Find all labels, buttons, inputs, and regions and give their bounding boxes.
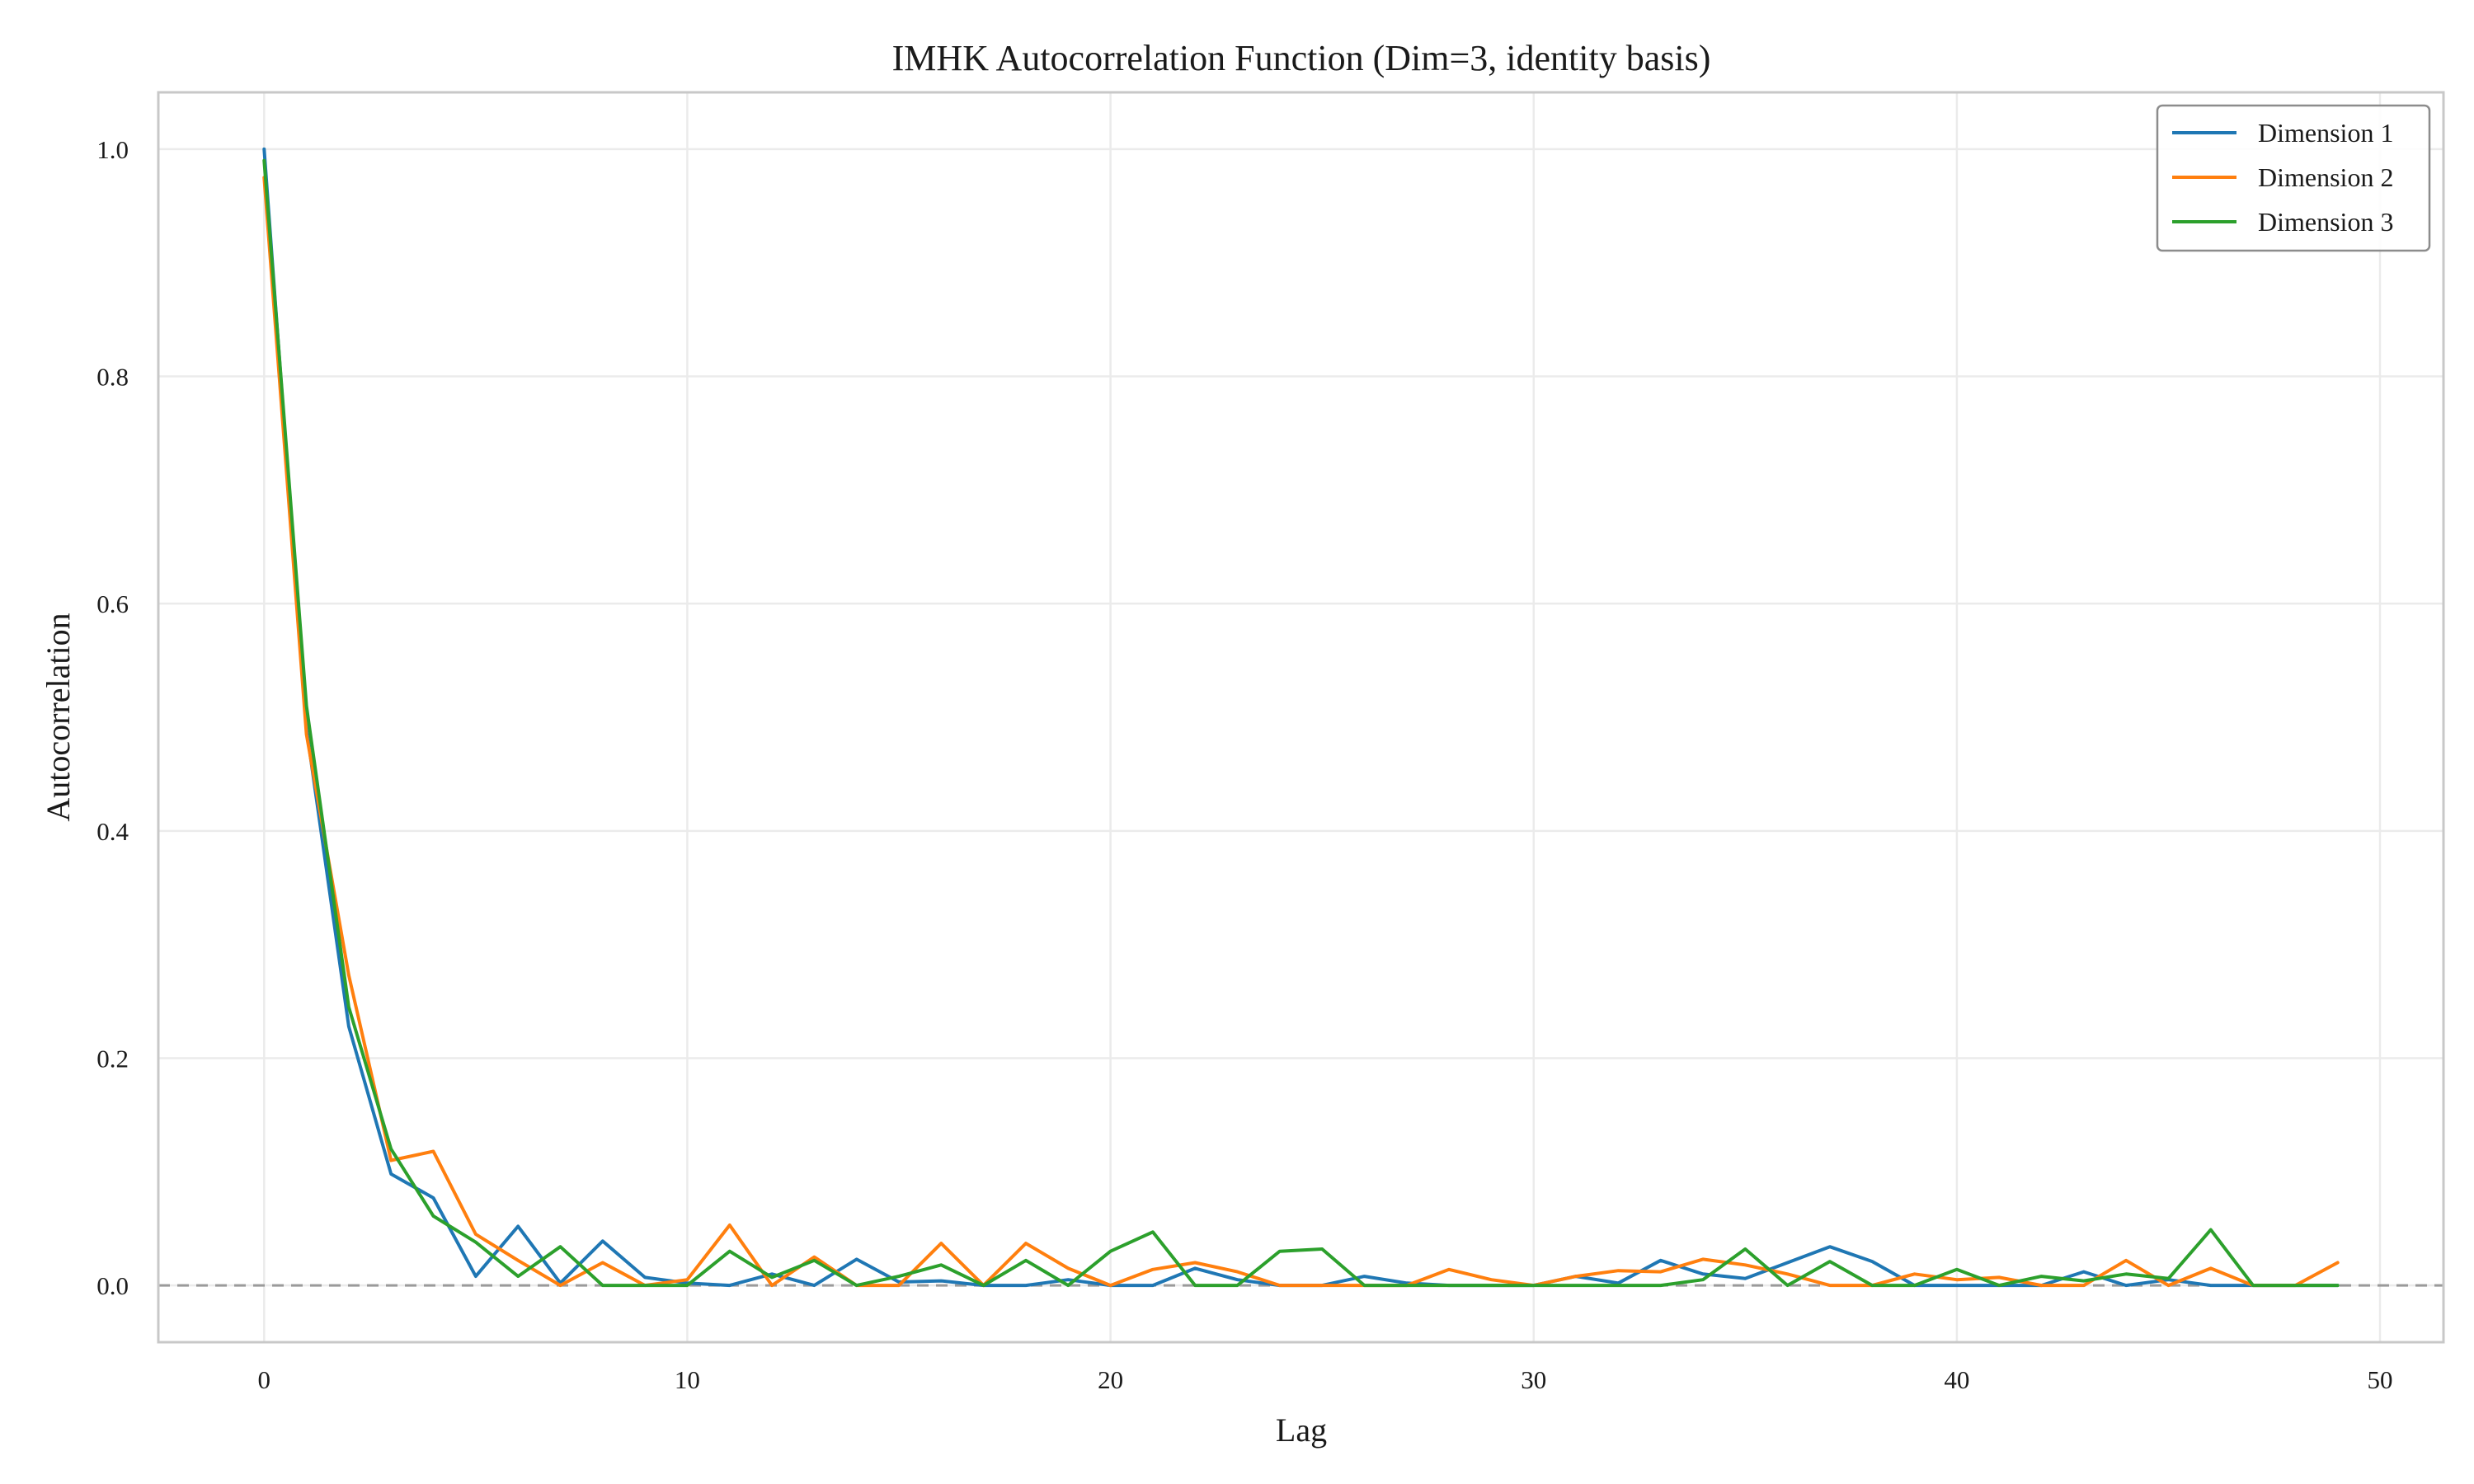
series-line-dimension-2 [262,176,2340,1288]
y-tick-label: 0.0 [96,1271,129,1300]
y-axis-label: Autocorrelation [40,613,77,821]
x-tick-label: 0 [258,1365,271,1394]
y-axis-ticks: 0.0 0.2 0.4 0.6 0.8 1.0 [96,135,129,1300]
legend: Dimension 1 Dimension 2 Dimension 3 [2156,104,2431,252]
x-axis-ticks: 0 10 20 30 40 50 [258,1365,2393,1394]
plot-area [157,91,2445,1344]
y-tick-label: 0.2 [96,1044,129,1073]
legend-box [2156,104,2431,252]
y-tick-label: 0.8 [96,363,129,392]
chart-title: IMHK Autocorrelation Function (Dim=3, id… [892,38,1711,78]
legend-entries: Dimension 1 Dimension 2 Dimension 3 [2172,118,2393,237]
y-tick-label: 0.6 [96,589,129,618]
y-tick-label: 0.4 [96,817,129,846]
legend-label-dimension-2: Dimension 2 [2258,162,2393,192]
legend-label-dimension-1: Dimension 1 [2258,118,2393,148]
plot-background [158,92,2443,1342]
series-lines [262,147,2340,1288]
y-tick-label: 1.0 [96,135,129,164]
x-tick-label: 20 [1098,1365,1123,1394]
x-tick-label: 30 [1521,1365,1546,1394]
x-tick-label: 10 [675,1365,700,1394]
legend-label-dimension-3: Dimension 3 [2258,207,2393,237]
series-line-dimension-3 [262,158,2340,1288]
x-tick-label: 40 [1944,1365,1969,1394]
x-tick-label: 50 [2368,1365,2393,1394]
plot-frame [157,91,2445,1344]
x-axis-label: Lag [1276,1411,1327,1449]
